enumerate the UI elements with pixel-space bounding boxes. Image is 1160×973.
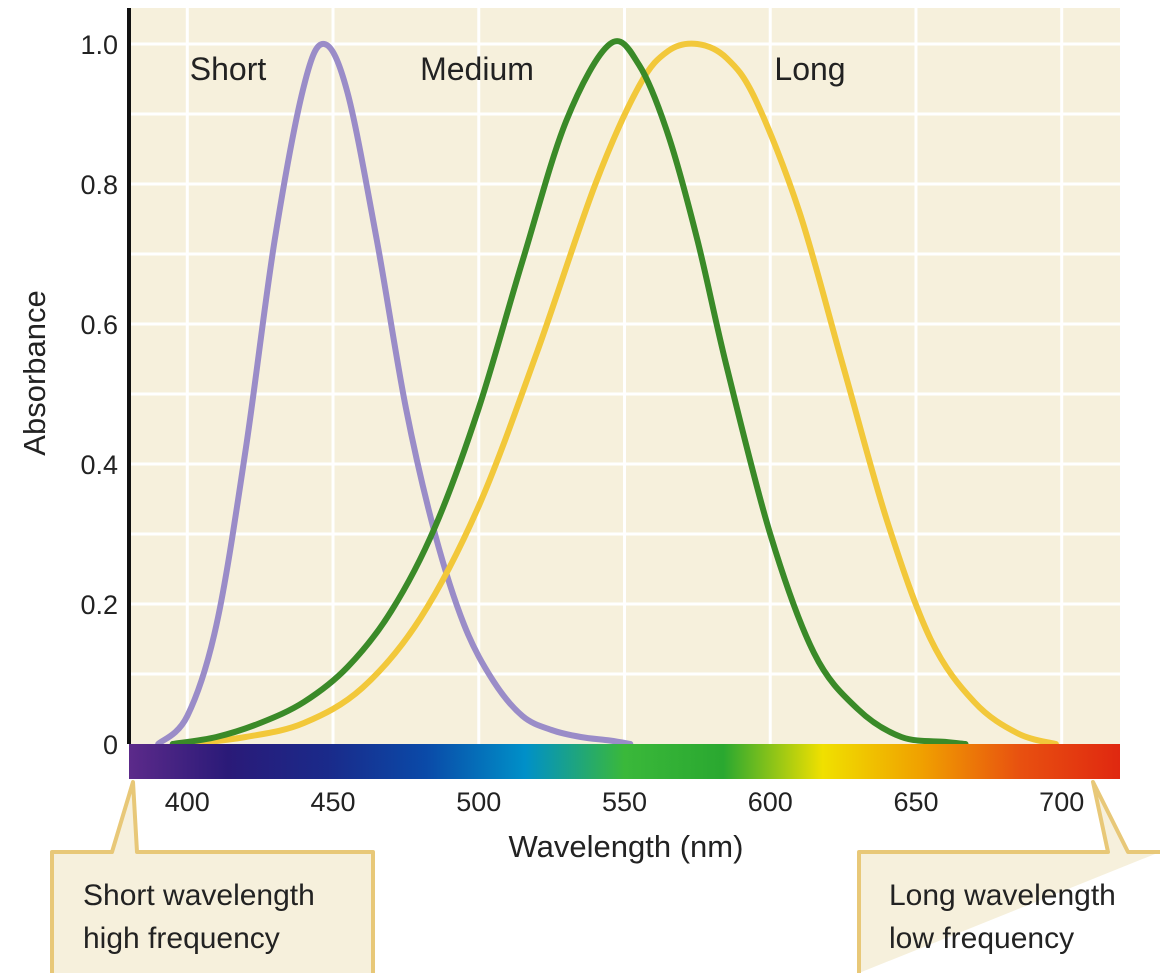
long-wavelength-callout: Long wavelength low frequency [857,780,1160,973]
series-line-medium [169,38,969,747]
x-tick-label: 700 [1039,787,1084,817]
callout-long-line-2: low frequency [889,922,1074,955]
series-labels: Short Medium Long [190,51,846,87]
short-wavelength-callout: Short wavelength high frequency [50,780,375,973]
x-tick-label: 400 [165,787,210,817]
x-tick-label: 500 [456,787,501,817]
x-axis-title: Wavelength (nm) [509,829,744,864]
absorbance-curves [155,38,1059,747]
callout-short-line-1: Short wavelength [83,879,315,912]
y-tick-labels: 1.0 0.8 0.6 0.4 0.2 0 [80,30,118,760]
callout-short-line-2: high frequency [83,922,280,955]
y-tick-label: 0.8 [80,170,118,200]
series-label-short: Short [190,51,267,87]
series-line-long [184,40,1059,747]
y-axis-title: Absorbance [17,290,52,455]
x-tick-label: 650 [893,787,938,817]
x-tick-label: 600 [748,787,793,817]
y-tick-label: 0.2 [80,590,118,620]
y-tick-label: 0 [103,730,118,760]
series-line-short [155,40,634,747]
callout-long-line-1: Long wavelength [889,879,1116,912]
series-label-long: Long [774,51,845,87]
grid-lines [129,8,1120,744]
y-tick-label: 0.6 [80,310,118,340]
y-tick-label: 1.0 [80,30,118,60]
x-tick-label: 450 [310,787,355,817]
visible-spectrum-bar [129,744,1120,779]
x-tick-labels: 400 450 500 550 600 650 700 [165,787,1084,817]
y-tick-label: 0.4 [80,450,118,480]
x-tick-label: 550 [602,787,647,817]
series-label-medium: Medium [420,51,534,87]
